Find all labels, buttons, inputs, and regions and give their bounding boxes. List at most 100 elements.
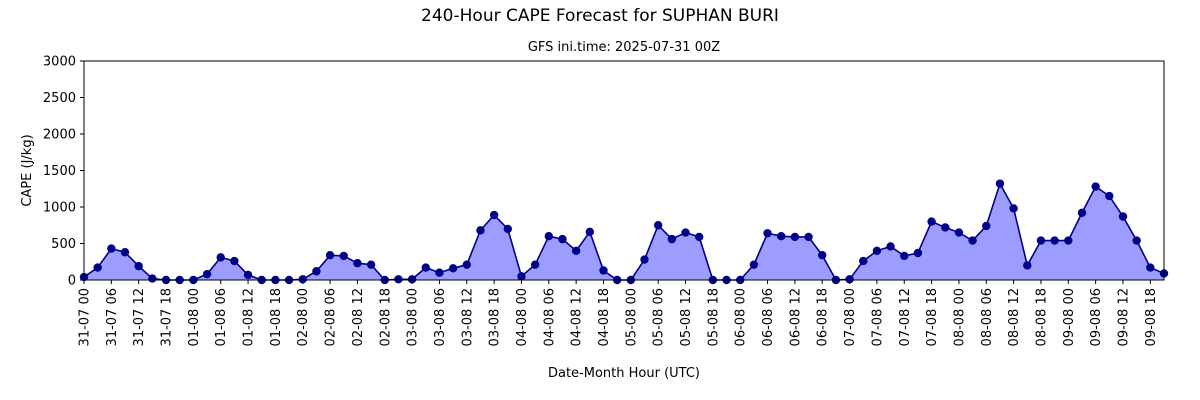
x-tick-label: 03-08 00 bbox=[406, 288, 421, 346]
data-point bbox=[653, 221, 663, 230]
x-tick-label: 06-08 06 bbox=[761, 288, 776, 346]
x-tick-label: 07-08 00 bbox=[843, 288, 858, 346]
chart-subtitle: GFS ini.time: 2025-07-31 00Z bbox=[527, 40, 721, 55]
y-tick-label: 3000 bbox=[43, 55, 76, 70]
x-tick-label: 05-08 12 bbox=[679, 288, 694, 346]
data-point bbox=[489, 210, 499, 220]
plot-area bbox=[79, 179, 1169, 285]
x-tick-label: 31-07 12 bbox=[132, 288, 147, 346]
x-tick-label: 31-07 00 bbox=[78, 288, 93, 346]
data-point bbox=[571, 246, 581, 255]
data-point bbox=[681, 228, 690, 237]
data-point bbox=[216, 253, 225, 262]
data-point bbox=[394, 275, 403, 284]
data-point bbox=[366, 260, 376, 269]
x-tick-label: 08-08 12 bbox=[1007, 288, 1022, 346]
x-tick-label: 09-08 18 bbox=[1144, 288, 1159, 346]
y-tick-label: 0 bbox=[68, 274, 76, 289]
data-point bbox=[995, 179, 1005, 188]
data-point bbox=[202, 269, 212, 279]
chart-title: 240-Hour CAPE Forecast for SUPHAN BURI bbox=[421, 6, 779, 26]
data-point bbox=[148, 274, 157, 283]
data-point bbox=[763, 229, 772, 238]
x-tick-label: 01-08 12 bbox=[242, 288, 257, 346]
data-point bbox=[599, 266, 608, 275]
y-tick-label: 1500 bbox=[43, 164, 76, 179]
x-tick-label: 08-08 06 bbox=[980, 288, 995, 346]
data-point bbox=[1009, 204, 1018, 213]
data-point bbox=[134, 261, 143, 271]
x-tick-label: 05-08 18 bbox=[706, 288, 721, 346]
data-point bbox=[982, 221, 991, 231]
x-tick-label: 06-08 00 bbox=[734, 288, 749, 346]
x-tick-label: 02-08 12 bbox=[351, 288, 366, 346]
x-tick-label: 04-08 00 bbox=[515, 288, 530, 346]
data-point bbox=[448, 264, 458, 273]
data-point bbox=[421, 263, 430, 272]
y-tick-label: 2000 bbox=[43, 128, 76, 143]
x-tick-label: 07-08 12 bbox=[898, 288, 913, 346]
data-point bbox=[544, 232, 554, 241]
data-point bbox=[1132, 236, 1141, 245]
data-point bbox=[120, 248, 130, 257]
data-point bbox=[1146, 263, 1155, 272]
data-point bbox=[230, 256, 239, 266]
y-tick-label: 2500 bbox=[43, 91, 76, 106]
x-axis-label: Date-Month Hour (UTC) bbox=[548, 366, 700, 381]
x-tick-label: 02-08 00 bbox=[296, 288, 311, 346]
data-point bbox=[954, 228, 964, 237]
data-point bbox=[968, 236, 977, 245]
data-point bbox=[927, 217, 936, 226]
data-point bbox=[339, 251, 348, 261]
y-axis-label: CAPE (J/kg) bbox=[20, 134, 35, 206]
data-point bbox=[1077, 208, 1087, 218]
x-tick-label: 06-08 12 bbox=[788, 288, 803, 346]
data-point bbox=[900, 251, 909, 261]
x-tick-label: 03-08 12 bbox=[460, 288, 475, 346]
data-point bbox=[859, 256, 868, 266]
x-tick-label: 01-08 06 bbox=[214, 288, 229, 346]
data-point bbox=[1023, 261, 1032, 270]
data-point bbox=[941, 223, 950, 232]
x-tick-label: 06-08 18 bbox=[816, 288, 831, 346]
x-tick-label: 01-08 00 bbox=[187, 288, 202, 346]
y-tick-label: 1000 bbox=[43, 201, 76, 216]
data-point bbox=[872, 246, 882, 255]
data-point bbox=[530, 260, 540, 269]
data-point bbox=[845, 275, 854, 284]
data-point bbox=[1050, 236, 1059, 245]
y-tick-label: 500 bbox=[51, 237, 76, 252]
x-tick-label: 07-08 06 bbox=[870, 288, 885, 346]
x-axis-ticks: 31-07 00 31-07 06 31-07 12 31-07 18 01-08 00… bbox=[78, 280, 1159, 346]
data-point bbox=[298, 275, 307, 284]
data-point bbox=[93, 263, 102, 272]
data-point bbox=[790, 232, 800, 242]
data-point bbox=[503, 224, 512, 234]
x-tick-label: 04-08 12 bbox=[570, 288, 585, 346]
data-point bbox=[694, 232, 704, 242]
data-point bbox=[1064, 236, 1073, 245]
data-point bbox=[1091, 182, 1100, 191]
x-tick-label: 05-08 00 bbox=[624, 288, 639, 346]
data-point bbox=[818, 250, 827, 260]
x-tick-label: 02-08 06 bbox=[324, 288, 339, 346]
data-point bbox=[640, 255, 649, 264]
x-tick-label: 09-08 12 bbox=[1116, 288, 1131, 346]
x-tick-label: 09-08 00 bbox=[1062, 288, 1077, 346]
plot-frame bbox=[83, 60, 1165, 281]
data-point bbox=[749, 260, 759, 269]
data-point bbox=[777, 232, 786, 241]
cape-area-fill bbox=[84, 183, 1164, 280]
data-point bbox=[1118, 212, 1128, 221]
data-point bbox=[913, 248, 923, 258]
x-tick-label: 31-07 06 bbox=[105, 288, 120, 346]
data-point bbox=[325, 250, 335, 260]
data-point bbox=[1105, 191, 1114, 201]
data-point bbox=[462, 260, 471, 269]
x-tick-label: 09-08 06 bbox=[1089, 288, 1104, 346]
x-tick-label: 02-08 18 bbox=[378, 288, 393, 346]
data-point bbox=[107, 244, 116, 253]
x-tick-label: 08-08 18 bbox=[1034, 288, 1049, 346]
x-tick-label: 01-08 18 bbox=[269, 288, 284, 346]
